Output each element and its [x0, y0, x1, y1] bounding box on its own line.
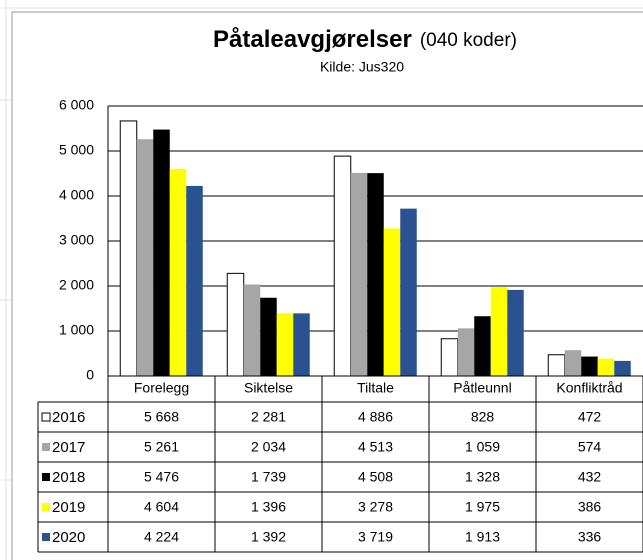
- category-label: Påtleunnl: [453, 380, 511, 396]
- bar: [367, 173, 384, 376]
- legend-label: 2019: [52, 499, 85, 516]
- table-value: 574: [578, 439, 602, 455]
- table-value: 1 975: [465, 499, 500, 515]
- table-value: 1 392: [251, 529, 286, 545]
- table-value: 3 719: [358, 529, 393, 545]
- bar: [614, 360, 631, 376]
- y-tick-label: 3 000: [59, 232, 94, 248]
- table-value: 432: [578, 469, 602, 485]
- bar: [457, 328, 475, 376]
- legend-key: [41, 412, 51, 422]
- y-tick-label: 1 000: [59, 322, 94, 338]
- legend-label: 2020: [52, 529, 85, 546]
- bar: [293, 313, 310, 376]
- category-label: Konfliktråd: [556, 380, 622, 396]
- table-value: 1 913: [465, 529, 500, 545]
- bar: [507, 289, 524, 376]
- y-tick-label: 5 000: [59, 142, 94, 158]
- bar: [547, 354, 566, 377]
- title-main: Påtaleavgjørelser: [213, 26, 412, 53]
- title-note: (040 koder): [420, 30, 517, 51]
- table-value: 472: [578, 409, 602, 425]
- bar: [260, 297, 277, 376]
- legend-label: 2017: [52, 439, 85, 456]
- table-value: 828: [471, 409, 495, 425]
- bar: [276, 313, 294, 376]
- bar: [350, 172, 368, 376]
- y-tick-label: 4 000: [59, 187, 94, 203]
- y-tick-label: 2 000: [59, 277, 94, 293]
- bar: [119, 120, 138, 377]
- table-value: 1 328: [465, 469, 500, 485]
- table-value: 1 739: [251, 469, 286, 485]
- table-value: 1 059: [465, 439, 500, 455]
- y-tick-label: 0: [86, 367, 94, 383]
- legend-label: 2016: [52, 409, 85, 426]
- table-value: 4 886: [358, 409, 393, 425]
- bar: [581, 356, 598, 376]
- legend-key: [42, 503, 50, 511]
- legend-key: [42, 473, 50, 481]
- category-label: Siktelse: [244, 380, 293, 396]
- bar: [490, 287, 508, 376]
- bar: [400, 208, 417, 376]
- table-value: 5 261: [144, 439, 179, 455]
- table-value: 5 668: [144, 409, 179, 425]
- table-value: 4 224: [144, 529, 179, 545]
- table-value: 2 281: [251, 409, 286, 425]
- table-value: 4 508: [358, 469, 393, 485]
- table-value: 4 604: [144, 499, 179, 515]
- table-value: 4 513: [358, 439, 393, 455]
- chart-subtitle: Kilde: Jus320: [320, 59, 404, 75]
- bar: [597, 358, 615, 376]
- table-value: 1 396: [251, 499, 286, 515]
- bar: [243, 284, 261, 376]
- table-value: 336: [578, 529, 602, 545]
- table-value: 386: [578, 499, 602, 515]
- bar: [226, 272, 245, 377]
- bar: [186, 185, 203, 376]
- legend-key: [42, 443, 50, 451]
- bar: [153, 129, 170, 376]
- category-label: Forelegg: [134, 380, 189, 396]
- legend-label: 2018: [52, 469, 85, 486]
- chart-title: Påtaleavgjørelser (040 koder): [213, 26, 517, 53]
- table-value: 2 034: [251, 439, 286, 455]
- table-value: 5 476: [144, 469, 179, 485]
- bar: [564, 350, 582, 376]
- bar: [333, 155, 352, 377]
- bar: [383, 228, 401, 376]
- bar: [169, 168, 187, 376]
- bar: [440, 338, 459, 377]
- bar: [474, 316, 491, 376]
- legend-key: [42, 533, 50, 541]
- category-label: Tiltale: [357, 380, 394, 396]
- bar: [136, 139, 154, 376]
- table-value: 3 278: [358, 499, 393, 515]
- y-tick-label: 6 000: [59, 97, 94, 113]
